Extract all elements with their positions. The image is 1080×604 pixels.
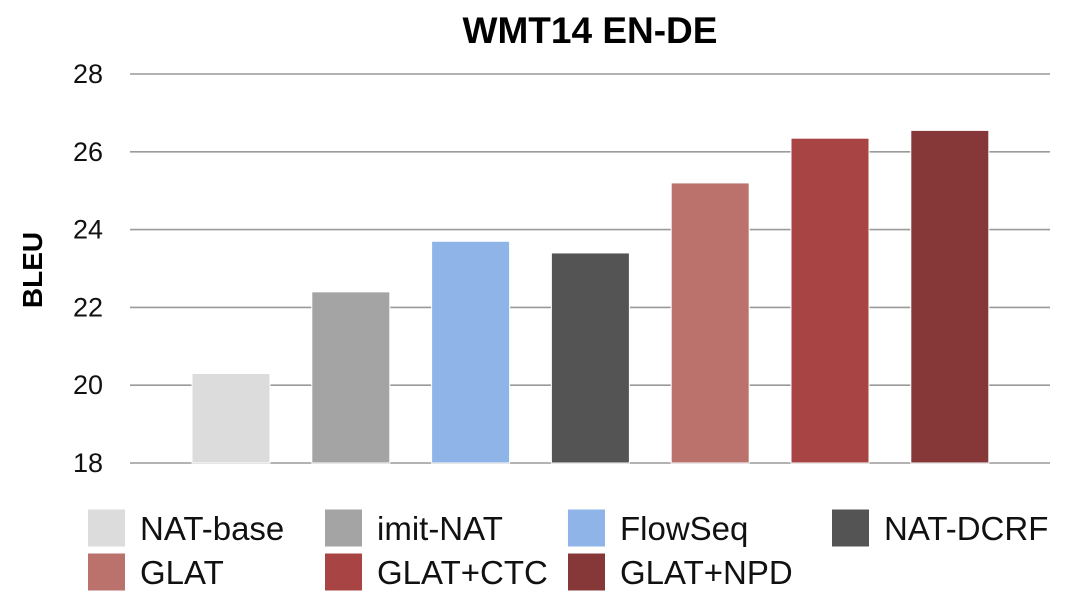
y-tick-label: 20 [73, 370, 103, 400]
legend-swatch [568, 553, 605, 591]
y-axis-ticks: 18 20 22 24 26 28 [73, 59, 103, 478]
legend-item: imit-NAT [325, 509, 503, 547]
legend-swatch [568, 509, 605, 547]
bar-glat [670, 182, 750, 464]
bars [191, 129, 990, 464]
legend-swatch [832, 509, 869, 547]
legend-item: GLAT [88, 553, 224, 591]
legend-label: GLAT+NPD [620, 554, 793, 591]
bar-glat-npd [910, 129, 990, 464]
bar-flowseq [431, 240, 511, 464]
y-tick-label: 24 [73, 215, 103, 245]
legend-item: GLAT+CTC [325, 553, 548, 591]
legend-item: NAT-base [88, 509, 284, 547]
legend-swatch [88, 509, 125, 547]
y-axis-label: BLEU [17, 232, 48, 308]
y-tick-label: 26 [73, 137, 103, 167]
y-tick-label: 28 [73, 59, 103, 89]
legend-swatch [325, 553, 362, 591]
legend-label: NAT-base [140, 510, 284, 547]
legend-item: GLAT+NPD [568, 553, 793, 591]
legend-label: FlowSeq [620, 510, 748, 547]
legend-label: GLAT+CTC [377, 554, 548, 591]
legend: NAT-base imit-NAT FlowSeq NAT-DCRF GLAT GLAT+… [88, 509, 1048, 591]
bar-nat-dcrf [550, 252, 630, 464]
legend-label: imit-NAT [377, 510, 503, 547]
legend-label: GLAT [140, 554, 224, 591]
bar-nat-base [191, 373, 271, 464]
chart-title: WMT14 EN-DE [463, 10, 718, 51]
legend-swatch [325, 509, 362, 547]
legend-swatch [88, 553, 125, 591]
y-tick-label: 22 [73, 292, 103, 322]
bar-imit-nat [311, 291, 391, 464]
bar-glat-ctc [790, 137, 870, 464]
legend-label: NAT-DCRF [884, 510, 1048, 547]
legend-item: FlowSeq [568, 509, 748, 547]
y-tick-label: 18 [73, 448, 103, 478]
legend-item: NAT-DCRF [832, 509, 1048, 547]
